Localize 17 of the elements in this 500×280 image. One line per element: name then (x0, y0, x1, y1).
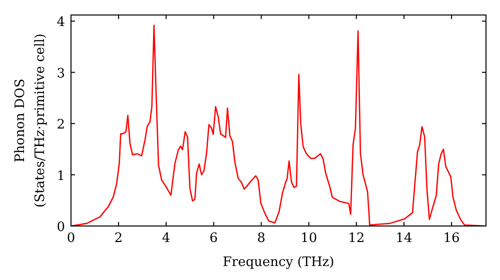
line-series (71, 24, 486, 226)
x-tick-label: 4 (162, 231, 170, 246)
x-tick-label: 14 (396, 231, 412, 246)
x-tick-label: 16 (443, 231, 460, 246)
x-tick-label: 8 (257, 231, 266, 246)
x-tick-label: 10 (300, 231, 318, 246)
x-tick-label: 0 (66, 231, 76, 246)
y-tick-label: 4 (56, 15, 65, 30)
y-tick-label: 1 (56, 168, 65, 184)
x-tick-label: 12 (348, 231, 365, 246)
x-tick-label: 6 (210, 231, 218, 246)
y-tick-label: 2 (56, 118, 65, 133)
y-tick-label: 3 (56, 66, 65, 82)
y-axis-title: Phonon DOS (States/THz·primitive cell) (13, 33, 48, 208)
y-tick-label: 0 (56, 220, 65, 235)
x-axis-title: Frequency (THz) (222, 255, 334, 270)
x-tick-label: 2 (114, 231, 123, 246)
